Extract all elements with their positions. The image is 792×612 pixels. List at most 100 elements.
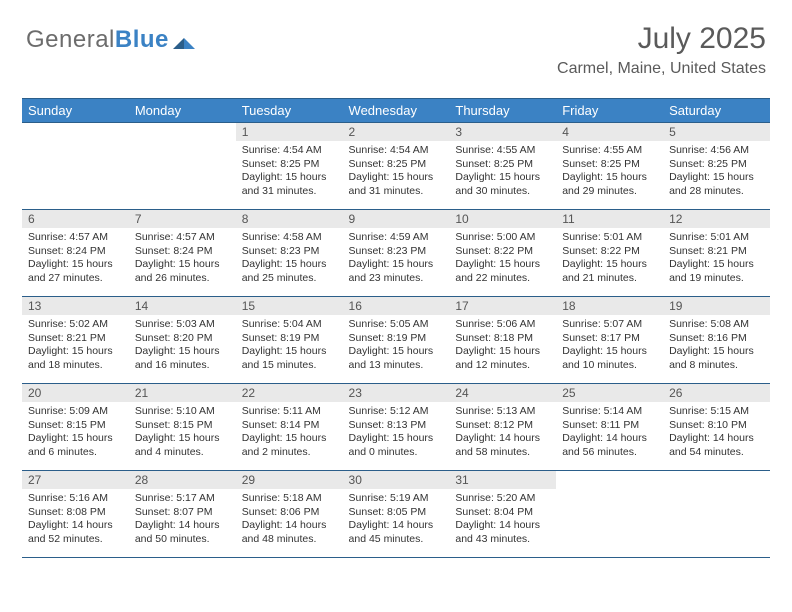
day-details: Sunrise: 5:20 AMSunset: 8:04 PMDaylight:…	[449, 489, 556, 547]
day-details: Sunrise: 5:03 AMSunset: 8:20 PMDaylight:…	[129, 315, 236, 373]
calendar-cell: 25Sunrise: 5:14 AMSunset: 8:11 PMDayligh…	[556, 384, 663, 471]
calendar-cell: 16Sunrise: 5:05 AMSunset: 8:19 PMDayligh…	[343, 297, 450, 384]
calendar-cell: 12Sunrise: 5:01 AMSunset: 8:21 PMDayligh…	[663, 210, 770, 297]
calendar-cell: 4Sunrise: 4:55 AMSunset: 8:25 PMDaylight…	[556, 123, 663, 210]
day-details: Sunrise: 5:02 AMSunset: 8:21 PMDaylight:…	[22, 315, 129, 373]
day-details: Sunrise: 5:01 AMSunset: 8:22 PMDaylight:…	[556, 228, 663, 286]
day-number: 3	[449, 123, 556, 141]
page-subtitle: Carmel, Maine, United States	[557, 60, 766, 78]
calendar-cell: 9Sunrise: 4:59 AMSunset: 8:23 PMDaylight…	[343, 210, 450, 297]
day-number: 22	[236, 384, 343, 402]
calendar-cell: 19Sunrise: 5:08 AMSunset: 8:16 PMDayligh…	[663, 297, 770, 384]
day-number: 23	[343, 384, 450, 402]
day-details: Sunrise: 5:14 AMSunset: 8:11 PMDaylight:…	[556, 402, 663, 460]
day-number: 21	[129, 384, 236, 402]
day-details: Sunrise: 4:57 AMSunset: 8:24 PMDaylight:…	[129, 228, 236, 286]
weekday-header: Sunday	[22, 99, 129, 123]
calendar-table: SundayMondayTuesdayWednesdayThursdayFrid…	[22, 98, 770, 558]
calendar-cell: 22Sunrise: 5:11 AMSunset: 8:14 PMDayligh…	[236, 384, 343, 471]
day-details: Sunrise: 5:04 AMSunset: 8:19 PMDaylight:…	[236, 315, 343, 373]
logo: GeneralBlue	[26, 26, 195, 54]
day-number: 7	[129, 210, 236, 228]
calendar-cell: 15Sunrise: 5:04 AMSunset: 8:19 PMDayligh…	[236, 297, 343, 384]
day-number: 12	[663, 210, 770, 228]
header: GeneralBlue July 2025 Carmel, Maine, Uni…	[22, 22, 770, 88]
calendar-row: 13Sunrise: 5:02 AMSunset: 8:21 PMDayligh…	[22, 297, 770, 384]
calendar-row: 20Sunrise: 5:09 AMSunset: 8:15 PMDayligh…	[22, 384, 770, 471]
weekday-header-row: SundayMondayTuesdayWednesdayThursdayFrid…	[22, 99, 770, 123]
day-details: Sunrise: 5:16 AMSunset: 8:08 PMDaylight:…	[22, 489, 129, 547]
day-number: 15	[236, 297, 343, 315]
calendar-cell: 29Sunrise: 5:18 AMSunset: 8:06 PMDayligh…	[236, 471, 343, 558]
day-details: Sunrise: 5:18 AMSunset: 8:06 PMDaylight:…	[236, 489, 343, 547]
calendar-row: 27Sunrise: 5:16 AMSunset: 8:08 PMDayligh…	[22, 471, 770, 558]
calendar-cell: 6Sunrise: 4:57 AMSunset: 8:24 PMDaylight…	[22, 210, 129, 297]
calendar-cell	[22, 123, 129, 210]
day-details: Sunrise: 4:57 AMSunset: 8:24 PMDaylight:…	[22, 228, 129, 286]
day-details: Sunrise: 5:13 AMSunset: 8:12 PMDaylight:…	[449, 402, 556, 460]
calendar-cell: 8Sunrise: 4:58 AMSunset: 8:23 PMDaylight…	[236, 210, 343, 297]
day-number: 1	[236, 123, 343, 141]
calendar-cell: 20Sunrise: 5:09 AMSunset: 8:15 PMDayligh…	[22, 384, 129, 471]
weekday-header: Monday	[129, 99, 236, 123]
calendar-cell: 3Sunrise: 4:55 AMSunset: 8:25 PMDaylight…	[449, 123, 556, 210]
calendar-cell: 14Sunrise: 5:03 AMSunset: 8:20 PMDayligh…	[129, 297, 236, 384]
calendar-cell: 24Sunrise: 5:13 AMSunset: 8:12 PMDayligh…	[449, 384, 556, 471]
weekday-header: Wednesday	[343, 99, 450, 123]
calendar-cell: 26Sunrise: 5:15 AMSunset: 8:10 PMDayligh…	[663, 384, 770, 471]
calendar-cell: 30Sunrise: 5:19 AMSunset: 8:05 PMDayligh…	[343, 471, 450, 558]
day-number: 5	[663, 123, 770, 141]
day-details: Sunrise: 5:00 AMSunset: 8:22 PMDaylight:…	[449, 228, 556, 286]
weekday-header: Friday	[556, 99, 663, 123]
day-number: 10	[449, 210, 556, 228]
day-number: 29	[236, 471, 343, 489]
calendar-cell: 23Sunrise: 5:12 AMSunset: 8:13 PMDayligh…	[343, 384, 450, 471]
day-details: Sunrise: 5:12 AMSunset: 8:13 PMDaylight:…	[343, 402, 450, 460]
day-details: Sunrise: 5:07 AMSunset: 8:17 PMDaylight:…	[556, 315, 663, 373]
day-number: 4	[556, 123, 663, 141]
calendar-cell: 11Sunrise: 5:01 AMSunset: 8:22 PMDayligh…	[556, 210, 663, 297]
calendar-cell: 31Sunrise: 5:20 AMSunset: 8:04 PMDayligh…	[449, 471, 556, 558]
day-details: Sunrise: 4:56 AMSunset: 8:25 PMDaylight:…	[663, 141, 770, 199]
day-details: Sunrise: 4:59 AMSunset: 8:23 PMDaylight:…	[343, 228, 450, 286]
calendar-cell: 7Sunrise: 4:57 AMSunset: 8:24 PMDaylight…	[129, 210, 236, 297]
day-details: Sunrise: 5:11 AMSunset: 8:14 PMDaylight:…	[236, 402, 343, 460]
day-number: 26	[663, 384, 770, 402]
calendar-cell: 13Sunrise: 5:02 AMSunset: 8:21 PMDayligh…	[22, 297, 129, 384]
calendar-cell: 17Sunrise: 5:06 AMSunset: 8:18 PMDayligh…	[449, 297, 556, 384]
calendar-cell	[663, 471, 770, 558]
day-number: 27	[22, 471, 129, 489]
day-number: 6	[22, 210, 129, 228]
day-details: Sunrise: 4:55 AMSunset: 8:25 PMDaylight:…	[556, 141, 663, 199]
day-details: Sunrise: 4:54 AMSunset: 8:25 PMDaylight:…	[236, 141, 343, 199]
calendar-row: 6Sunrise: 4:57 AMSunset: 8:24 PMDaylight…	[22, 210, 770, 297]
day-details: Sunrise: 5:09 AMSunset: 8:15 PMDaylight:…	[22, 402, 129, 460]
day-number: 19	[663, 297, 770, 315]
day-details: Sunrise: 4:55 AMSunset: 8:25 PMDaylight:…	[449, 141, 556, 199]
day-number: 9	[343, 210, 450, 228]
day-number: 30	[343, 471, 450, 489]
calendar-cell	[556, 471, 663, 558]
calendar-cell: 10Sunrise: 5:00 AMSunset: 8:22 PMDayligh…	[449, 210, 556, 297]
calendar-row: 1Sunrise: 4:54 AMSunset: 8:25 PMDaylight…	[22, 123, 770, 210]
day-details: Sunrise: 5:19 AMSunset: 8:05 PMDaylight:…	[343, 489, 450, 547]
weekday-header: Thursday	[449, 99, 556, 123]
calendar-cell: 1Sunrise: 4:54 AMSunset: 8:25 PMDaylight…	[236, 123, 343, 210]
day-number: 28	[129, 471, 236, 489]
logo-mark-icon	[173, 31, 195, 49]
day-details: Sunrise: 5:15 AMSunset: 8:10 PMDaylight:…	[663, 402, 770, 460]
day-number: 13	[22, 297, 129, 315]
logo-text-1: General	[26, 26, 115, 54]
calendar-cell: 21Sunrise: 5:10 AMSunset: 8:15 PMDayligh…	[129, 384, 236, 471]
day-details: Sunrise: 5:17 AMSunset: 8:07 PMDaylight:…	[129, 489, 236, 547]
calendar-cell	[129, 123, 236, 210]
logo-text-2: Blue	[115, 26, 169, 54]
day-number: 18	[556, 297, 663, 315]
calendar-cell: 5Sunrise: 4:56 AMSunset: 8:25 PMDaylight…	[663, 123, 770, 210]
day-details: Sunrise: 5:10 AMSunset: 8:15 PMDaylight:…	[129, 402, 236, 460]
day-number: 16	[343, 297, 450, 315]
day-number: 2	[343, 123, 450, 141]
day-number: 20	[22, 384, 129, 402]
day-number: 8	[236, 210, 343, 228]
day-number: 25	[556, 384, 663, 402]
